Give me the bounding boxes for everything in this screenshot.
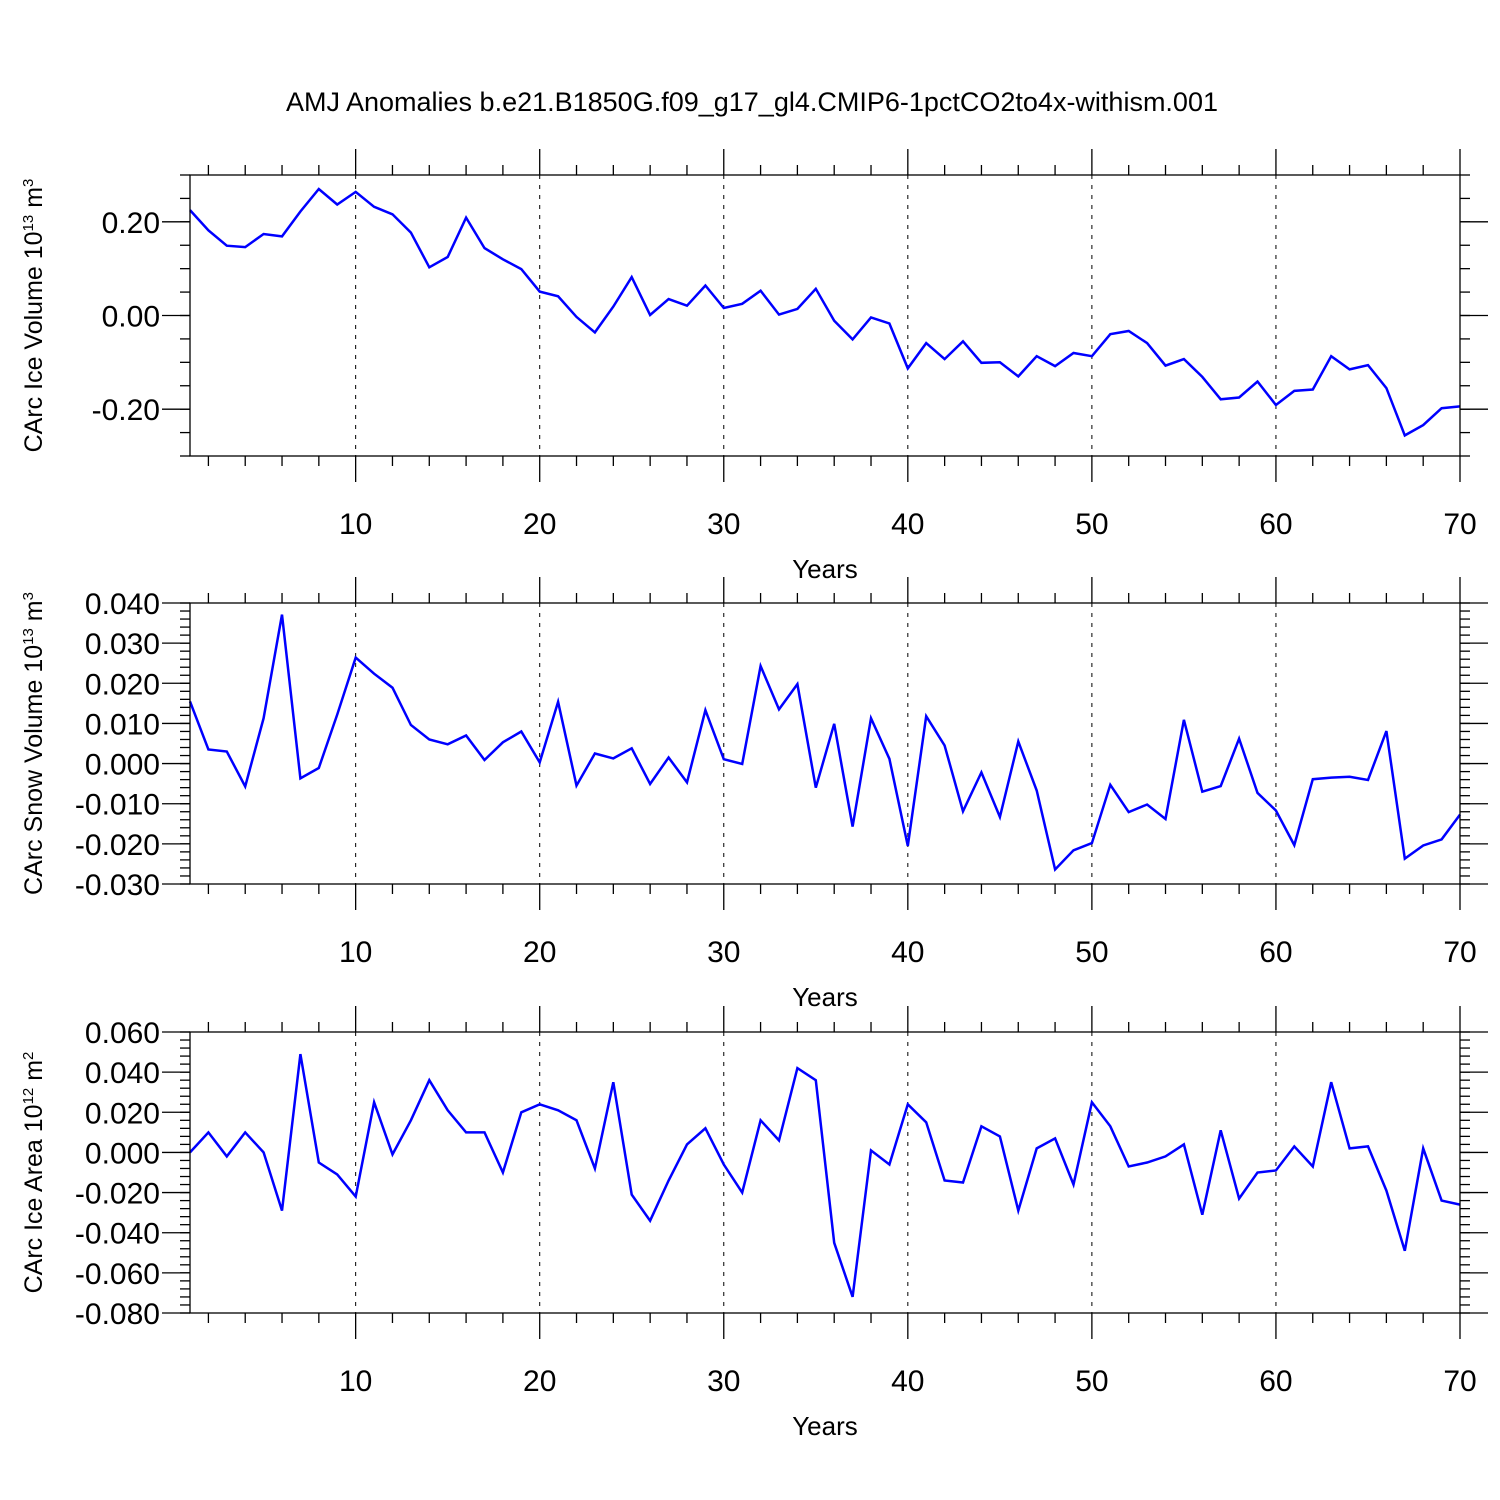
x-tick-label: 20 [523,508,556,541]
x-tick-label: 30 [707,508,740,541]
y-axis-label: CArc Snow Volume 1013 m3 [20,592,48,895]
chart-panel-1: -0.20 0.00 0.20 10 20 30 40 50 60 70 Years CArc Ice… [20,149,1488,584]
x-tick-label: 50 [1075,936,1108,969]
y-tick-label: -0.010 [75,789,160,822]
plot-frame [189,1031,1461,1314]
x-tick-label: 50 [1075,508,1108,541]
y-tick-label: 0.060 [85,1017,160,1050]
x-tick-label: 60 [1259,936,1292,969]
y-tick-label: -0.040 [75,1218,160,1251]
x-tick-label: 40 [891,1365,924,1398]
x-tick-label: 10 [339,508,372,541]
series-line [188,614,1462,873]
x-tick-label: 40 [891,508,924,541]
series-line [189,1053,1461,1298]
y-tick-label: -0.080 [75,1298,160,1331]
y-axis-label: CArc Ice Area 1012 m2 [20,1052,48,1294]
x-tick-label: 10 [339,1365,372,1398]
x-tick-label: 70 [1443,508,1476,541]
y-tick-label: 0.20 [102,207,160,240]
x-tick-label: 70 [1443,936,1476,969]
x-axis-label: Years [792,982,858,1012]
x-tick-label: 20 [523,936,556,969]
x-tick-label: 10 [339,936,372,969]
chart-title: AMJ Anomalies b.e21.B1850G.f09_g17_gl4.C… [286,87,1218,117]
y-tick-label: 0.040 [85,1057,160,1090]
x-tick-label: 20 [523,1365,556,1398]
y-tick-label: -0.20 [92,394,160,427]
x-tick-label: 70 [1443,1365,1476,1398]
y-tick-label: 0.000 [85,1137,160,1170]
chart-panels: -0.20 0.00 0.20 10 20 30 40 50 60 70 Years CArc Ice… [20,149,1488,1441]
y-tick-label: -0.060 [75,1258,160,1291]
x-axis-label: Years [792,1411,858,1441]
y-tick-label: 0.030 [85,628,160,661]
y-tick-label: 0.00 [102,301,160,334]
y-tick-label: 0.000 [85,749,160,782]
x-tick-label: 30 [707,936,740,969]
chart-panel-2: -0.030 -0.020 -0.010 0.000 0.010 0.020 0.030 0.… [20,577,1488,1012]
y-tick-label: 0.020 [85,1097,160,1130]
y-axis-label: CArc Ice Volume 1013 m3 [20,179,48,453]
x-tick-label: 40 [891,936,924,969]
y-tick-label: -0.020 [75,1178,160,1211]
x-tick-label: 60 [1259,1365,1292,1398]
x-axis-label: Years [792,554,858,584]
series-line [189,187,1461,438]
plot-frame [189,174,1461,457]
plot-frame [189,602,1461,885]
x-tick-label: 50 [1075,1365,1108,1398]
x-tick-label: 30 [707,1365,740,1398]
y-tick-label: -0.020 [75,829,160,862]
y-tick-label: 0.010 [85,708,160,741]
y-tick-label: 0.020 [85,668,160,701]
y-tick-label: 0.040 [85,588,160,621]
chart-panel-3: -0.080 -0.060 -0.040 -0.020 0.000 0.020 0.040 0… [20,1006,1488,1441]
x-tick-label: 60 [1259,508,1292,541]
y-tick-label: -0.030 [75,869,160,902]
